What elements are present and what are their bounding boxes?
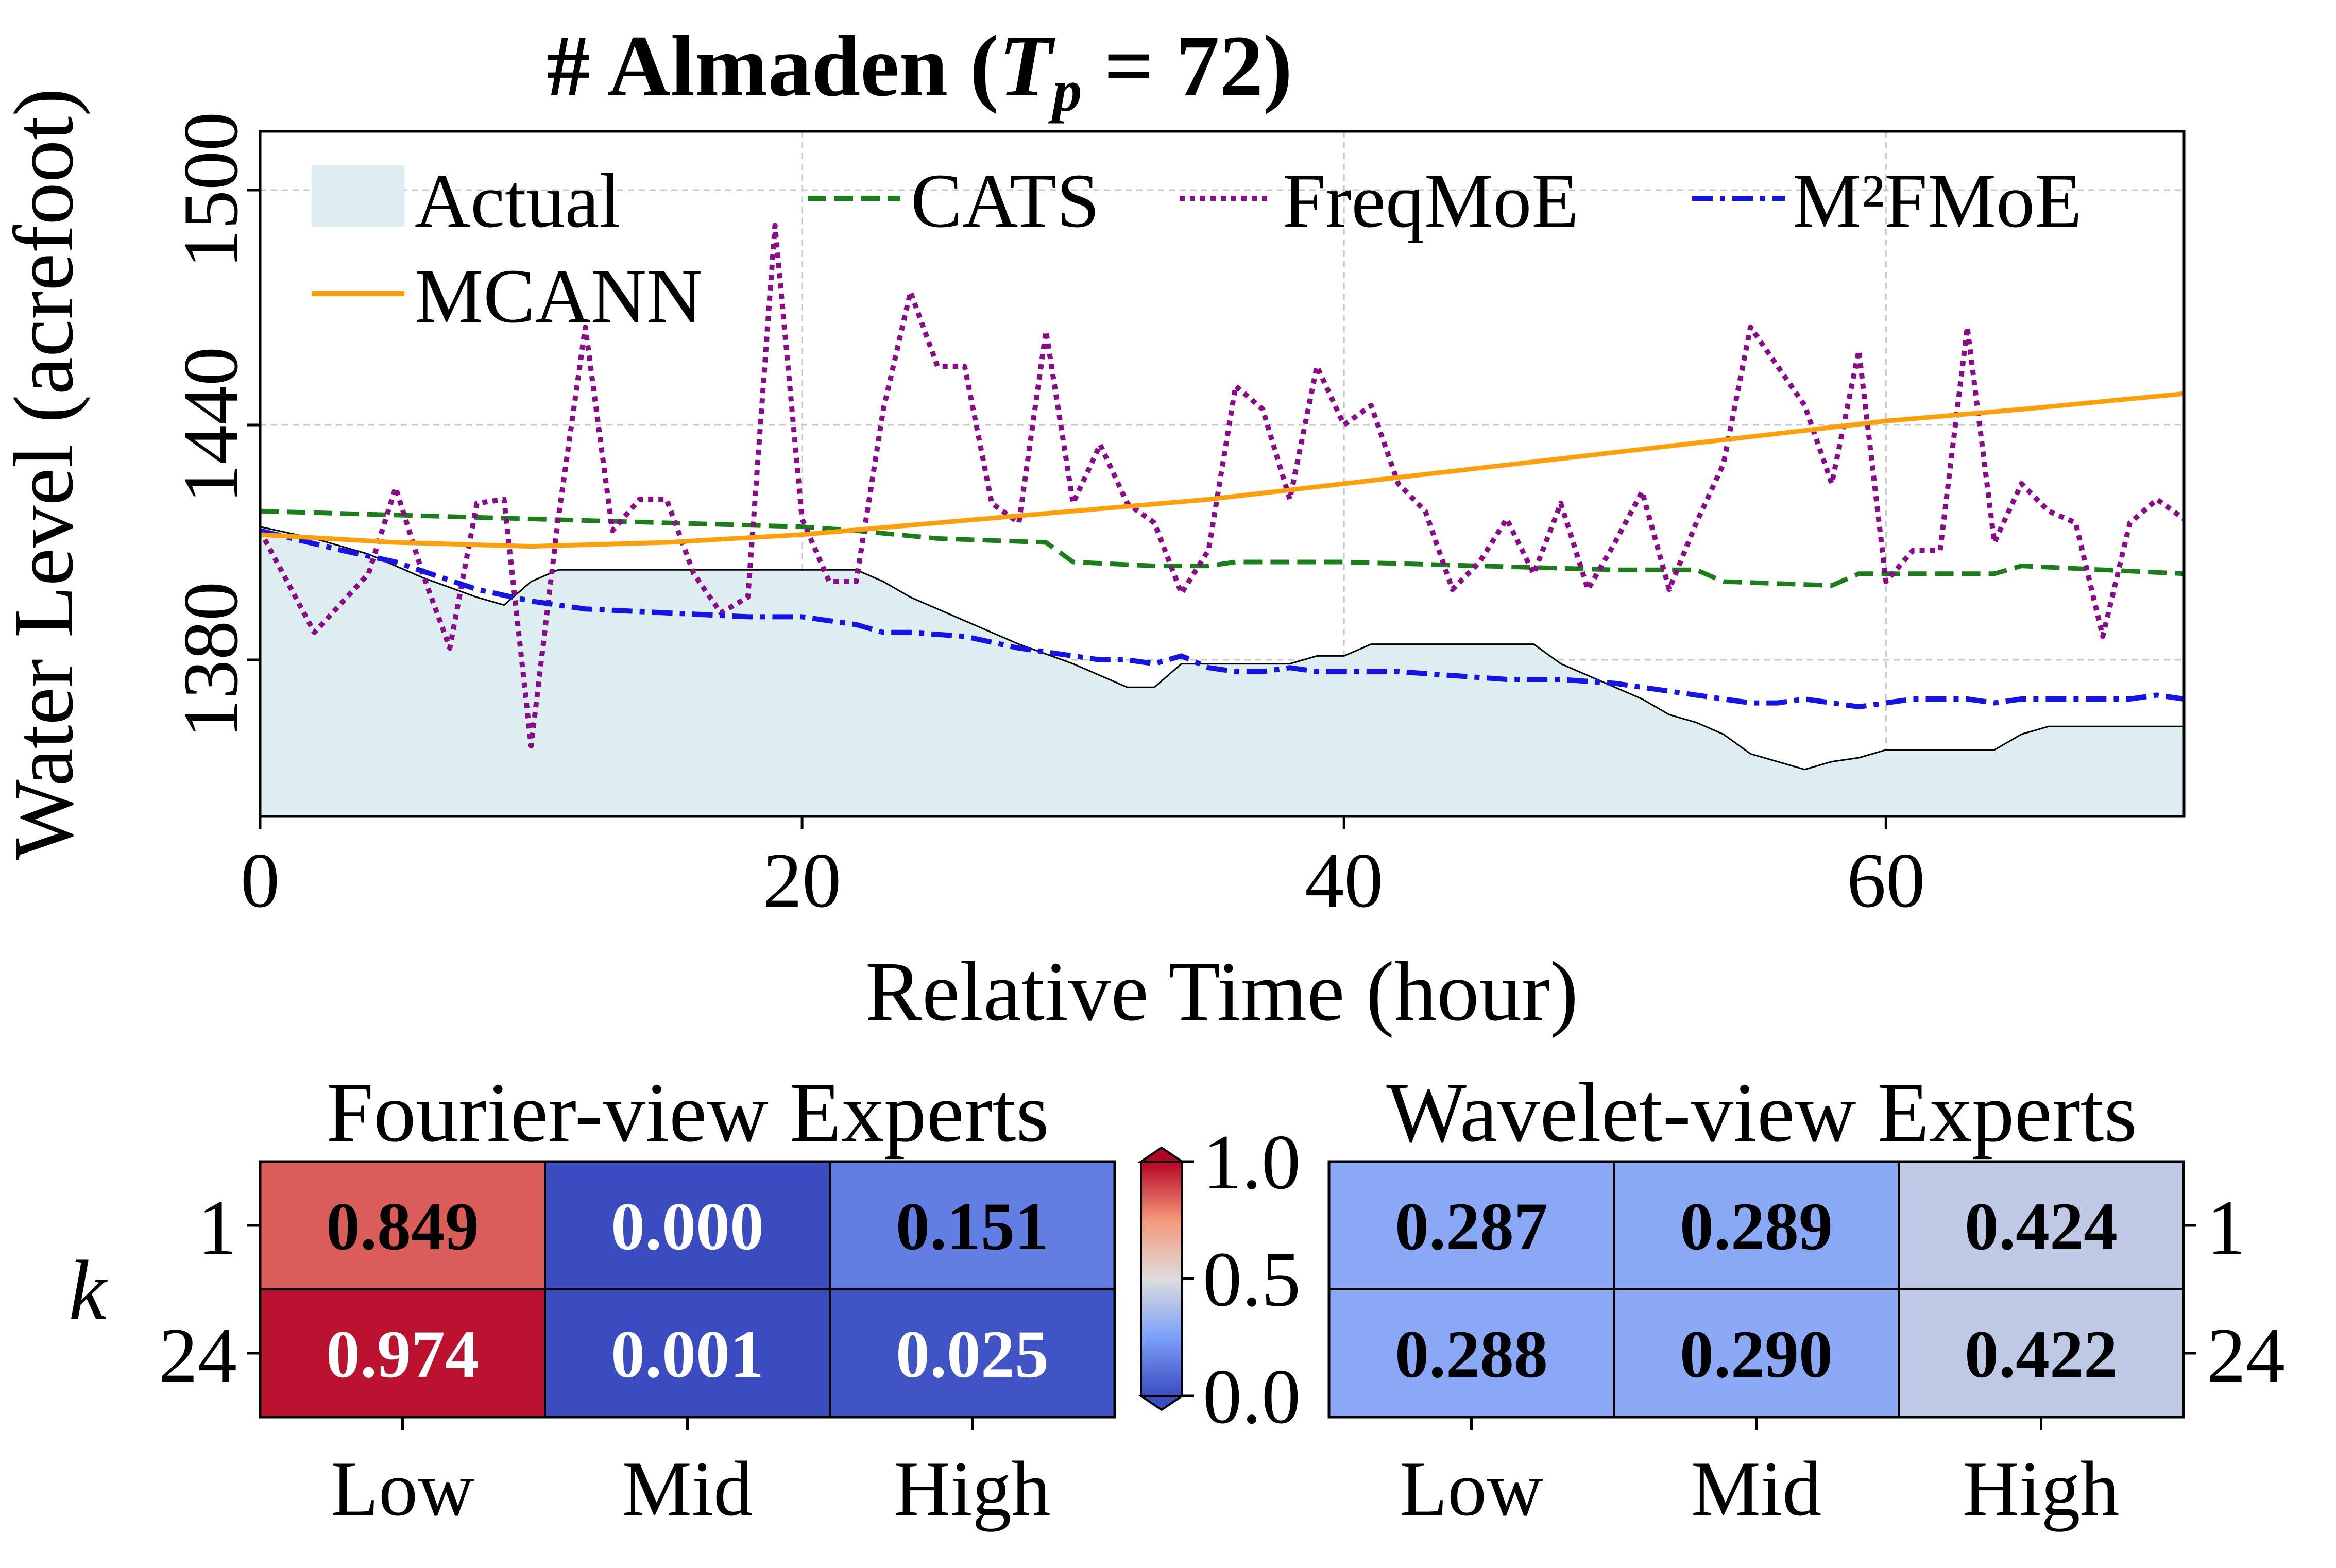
legend-item-cats: CATS — [808, 158, 1100, 244]
chart-title-rest: = 72) — [1082, 18, 1292, 114]
x-tick-label: 0 — [241, 837, 280, 924]
fourier-cell-value: 0.001 — [611, 1316, 764, 1392]
fourier-cell — [259, 1288, 546, 1418]
fourier-cell-value: 0.849 — [326, 1188, 479, 1264]
wavelet-x-tick-label: High — [1963, 1445, 2120, 1532]
x-axis-title: Relative Time (hour) — [865, 944, 1578, 1038]
wavelet-cell-value: 0.287 — [1395, 1188, 1548, 1264]
wavelet-cell-value: 0.289 — [1680, 1188, 1833, 1264]
fourier-cell-value: 0.000 — [611, 1188, 764, 1264]
wavelet-cell — [1613, 1288, 1900, 1418]
legend-label-m2fmoe: M²FMoE — [1793, 158, 2082, 244]
y-tick-label: 1380 — [167, 582, 254, 738]
fourier-x-tick-label: High — [894, 1445, 1051, 1532]
wavelet-cell-value: 0.422 — [1965, 1316, 2118, 1392]
fourier-cell — [259, 1161, 546, 1290]
wavelet-x-tick-label: Mid — [1691, 1445, 1821, 1532]
wavelet-y-tick-label: 1 — [2207, 1184, 2246, 1271]
colorbar: 1.0 0.5 0.0 — [1137, 1119, 1301, 1440]
axis-ticks: 0 20 40 60 1380 1440 1500 — [167, 112, 1925, 924]
fourier-cell — [544, 1161, 831, 1290]
wavelet-heatmap: 0.287 0.289 0.424 0.288 0.290 0.422 Low Mid High… — [1327, 1160, 2285, 1532]
chart-title-prefix: # Almaden ( — [547, 18, 999, 114]
plot-frame — [259, 130, 2186, 818]
wavelet-cell — [1328, 1161, 1615, 1290]
y-tick-label: 1500 — [167, 112, 254, 268]
wavelet-x-tick-label: Low — [1400, 1445, 1543, 1532]
legend-item-freqmoe: FreqMoE — [1180, 158, 1579, 244]
chart-title: # Almaden (Tp = 72) — [547, 18, 1292, 124]
fourier-title: Fourier-view Experts — [326, 1065, 1049, 1160]
legend-label-mcann: MCANN — [415, 253, 702, 339]
y-tick-label: 1440 — [167, 347, 254, 503]
series-actual-outline — [260, 526, 2184, 771]
colorbar-tick-label: 0.0 — [1203, 1353, 1301, 1440]
wavelet-cell — [1898, 1161, 2185, 1290]
series-mcann-line — [260, 391, 2184, 549]
legend: Actual CATS FreqMoE M²FMoE MCANN — [312, 158, 2082, 339]
wavelet-cell-value: 0.424 — [1965, 1188, 2118, 1264]
fourier-y-tick-label: 24 — [159, 1312, 237, 1399]
fourier-cell — [829, 1288, 1116, 1418]
wavelet-cell — [1328, 1288, 1615, 1418]
colorbar-gradient — [1140, 1161, 1183, 1397]
series-mfmoe-line — [260, 528, 2184, 710]
series-freqmoe-line — [260, 223, 2184, 749]
wavelet-cell-value: 0.288 — [1395, 1316, 1548, 1392]
wavelet-y-tick-label: 24 — [2207, 1312, 2285, 1399]
legend-item-actual: Actual — [312, 158, 621, 244]
fourier-cell-value: 0.025 — [896, 1316, 1049, 1392]
legend-item-mcann: MCANN — [312, 253, 702, 339]
fourier-cell-value: 0.974 — [326, 1316, 479, 1392]
x-tick-label: 20 — [763, 837, 841, 924]
legend-item-m2fmoe: M²FMoE — [1692, 158, 2082, 244]
k-axis-label: k — [69, 1243, 108, 1337]
wavelet-cell — [1613, 1161, 1900, 1290]
colorbar-extend-top — [1137, 1146, 1186, 1163]
fourier-heatmap: 0.849 0.000 0.151 0.974 0.001 0.025 Low Mid High… — [159, 1160, 1116, 1532]
chart-title-var: T — [999, 18, 1055, 114]
fourier-x-tick-label: Mid — [622, 1445, 753, 1532]
wavelet-cell — [1898, 1288, 2185, 1418]
series-cats-line — [260, 508, 2184, 588]
legend-label-actual: Actual — [415, 158, 621, 244]
legend-swatch-actual — [312, 165, 404, 227]
wavelet-title: Wavelet-view Experts — [1386, 1065, 2137, 1160]
colorbar-tick-label: 1.0 — [1203, 1119, 1301, 1205]
chart-title-sub: p — [1048, 58, 1082, 124]
x-tick-label: 60 — [1847, 837, 1925, 924]
colorbar-ticks: 1.0 0.5 0.0 — [1182, 1119, 1301, 1440]
fourier-cell — [829, 1161, 1116, 1290]
colorbar-extend-bottom — [1137, 1395, 1186, 1411]
x-tick-label: 40 — [1305, 837, 1383, 924]
colorbar-tick-label: 0.5 — [1203, 1236, 1301, 1323]
legend-label-cats: CATS — [911, 158, 1100, 244]
wavelet-cell-value: 0.290 — [1680, 1316, 1833, 1392]
fourier-x-tick-label: Low — [331, 1445, 474, 1532]
legend-label-freqmoe: FreqMoE — [1283, 158, 1579, 244]
y-axis-title: Water Level (acrefoot) — [0, 88, 91, 860]
plot-series — [260, 223, 2184, 816]
fourier-cell-value: 0.151 — [896, 1188, 1049, 1264]
fourier-y-tick-label: 1 — [198, 1184, 237, 1271]
